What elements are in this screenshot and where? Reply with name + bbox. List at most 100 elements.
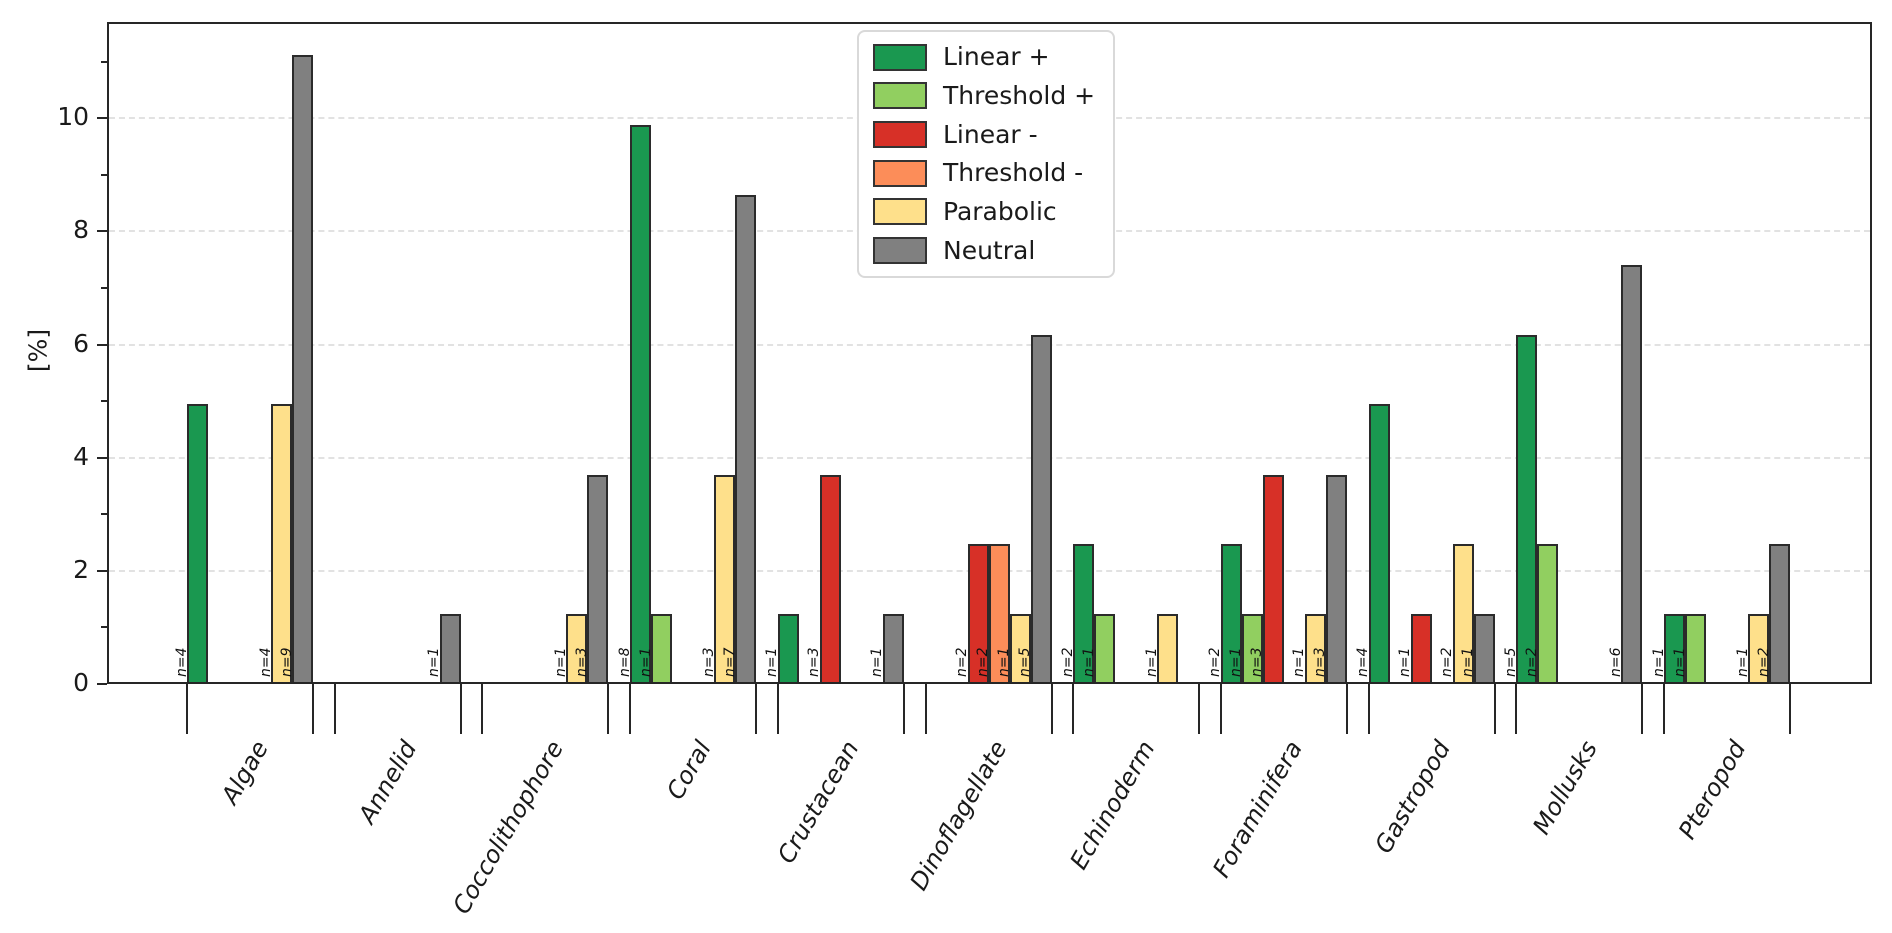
group-tick-left-pteropod	[1663, 684, 1665, 734]
group-tick-left-echinoderm	[1072, 684, 1075, 734]
y-tick-label-6: 6	[73, 328, 89, 358]
y-minor-tick-1	[101, 626, 107, 629]
x-tick-label-coral: Coral	[661, 736, 718, 805]
bar-dinoflagellate-neutral: n=5	[1017, 335, 1052, 684]
legend-label-neutral: Neutral	[943, 235, 1036, 265]
bar-algae-linear-plus: n=4	[174, 404, 208, 684]
bar-count-label: n=2	[1207, 647, 1224, 677]
legend-item-threshold-plus: Threshold +	[873, 80, 1103, 110]
bar-count-label: n=5	[1502, 647, 1519, 677]
legend-label-linear-plus: Linear +	[943, 42, 1050, 72]
legend-swatch-linear-plus	[873, 43, 927, 71]
bar-count-label: n=6	[1607, 647, 1624, 677]
y-tick-label-2: 2	[73, 554, 89, 584]
bar-count-label: n=1	[1397, 647, 1414, 677]
bar-pteropod-neutral: n=2	[1756, 544, 1790, 684]
bar-count-label: n=7	[721, 647, 738, 677]
bar-crustacean-linear-plus: n=1	[764, 614, 799, 684]
bar-coccolithophore-neutral: n=3	[574, 475, 609, 684]
y-minor-tick-11	[101, 60, 107, 63]
x-tick-label-pteropod: Pteropod	[1672, 736, 1752, 844]
group-tick-left-foraminifera	[1219, 684, 1222, 734]
x-tick-label-gastropod: Gastropod	[1369, 736, 1456, 859]
y-tick-label-4: 4	[73, 441, 89, 471]
bar-count-label: n=2	[1523, 647, 1540, 677]
bar-echinoderm-parabolic: n=1	[1144, 614, 1179, 684]
y-major-tick-2	[97, 569, 107, 572]
group-tick-right-gastropod	[1493, 684, 1496, 734]
bar-coral-threshold-plus: n=1	[638, 614, 673, 684]
x-tick-label-echinoderm: Echinoderm	[1064, 736, 1161, 875]
bar-count-label: n=2	[1059, 647, 1076, 677]
group-tick-left-crustacean	[776, 684, 779, 734]
bar-count-label: n=1	[426, 647, 443, 677]
bar-count-label: n=3	[573, 647, 590, 677]
x-tick-label-annelid: Annelid	[352, 736, 422, 829]
bar-count-label: n=1	[1460, 647, 1477, 677]
bar-count-label: n=1	[1671, 647, 1688, 677]
group-tick-right-foraminifera	[1345, 684, 1348, 734]
x-tick-label-coccolithophore: Coccolithophore	[447, 736, 570, 919]
bar-count-label: n=3	[1249, 647, 1266, 677]
legend-swatch-neutral	[873, 237, 927, 265]
x-tick-label-foraminifera: Foraminifera	[1207, 736, 1309, 883]
y-major-tick-6	[97, 343, 107, 346]
y-minor-tick-7	[101, 286, 107, 289]
bar-mollusks-threshold-plus: n=2	[1524, 544, 1559, 684]
y-tick-label-8: 8	[73, 215, 89, 245]
bar-count-label: n=3	[700, 647, 717, 677]
y-minor-tick-9	[101, 173, 107, 176]
bar-crustacean-neutral: n=1	[869, 614, 904, 684]
group-tick-left-dinoflagellate	[924, 684, 927, 734]
x-tick-label-crustacean: Crustacean	[772, 736, 865, 869]
bar-count-label: n=8	[616, 647, 633, 677]
group-tick-right-annelid	[459, 684, 462, 734]
y-minor-tick-3	[101, 513, 107, 516]
bar-count-label: n=1	[552, 647, 569, 677]
group-tick-right-dinoflagellate	[1050, 684, 1053, 734]
bar-coral-linear-plus: n=8	[617, 125, 652, 684]
bar-gastropod-linear-minus: n=1	[1397, 614, 1432, 684]
bar-count-label: n=1	[1080, 647, 1097, 677]
bar-count-label: n=2	[975, 647, 991, 677]
group-tick-right-echinoderm	[1198, 684, 1201, 734]
bar-count-label: n=1	[1143, 647, 1160, 677]
gridline-y-4	[109, 456, 1870, 459]
bar-mollusks-neutral: n=6	[1608, 265, 1643, 684]
group-tick-left-coccolithophore	[481, 684, 484, 734]
group-tick-right-coral	[755, 684, 758, 734]
bar-count-label: n=1	[1650, 647, 1667, 677]
y-major-tick-0	[97, 683, 107, 685]
bar-count-label: n=2	[1439, 647, 1456, 677]
legend-item-linear-plus: Linear +	[873, 43, 1103, 71]
y-tick-label-10: 10	[57, 102, 89, 132]
bar-gastropod-neutral: n=1	[1460, 614, 1495, 684]
bar-coral-neutral: n=7	[722, 195, 757, 684]
bar-count-label: n=3	[1312, 647, 1329, 677]
bar-mollusks-linear-plus: n=5	[1503, 335, 1538, 684]
bar-echinoderm-threshold-plus: n=1	[1081, 614, 1116, 684]
bar-annelid-neutral: n=1	[426, 614, 461, 684]
group-tick-left-mollusks	[1515, 684, 1518, 734]
legend-item-threshold-minus: Threshold -	[873, 159, 1103, 187]
legend-label-threshold-plus: Threshold +	[943, 80, 1096, 110]
bar-count-label: n=4	[257, 647, 274, 677]
bar-count-label: n=1	[1291, 647, 1308, 677]
y-minor-tick-5	[101, 400, 107, 403]
legend: Linear + Threshold + Linear - Threshold - Pa…	[857, 30, 1115, 278]
bar-count-label: n=2	[954, 647, 970, 677]
legend-label-threshold-minus: Threshold -	[943, 158, 1084, 188]
legend-swatch-parabolic	[873, 198, 927, 226]
bar-count-label: n=5	[1017, 647, 1033, 677]
bar-algae-parabolic: n=4	[258, 404, 292, 684]
bar-count-label: n=4	[173, 647, 190, 677]
legend-item-parabolic: Parabolic	[873, 197, 1103, 226]
y-major-tick-4	[97, 456, 107, 459]
bar-gastropod-linear-plus: n=4	[1355, 404, 1390, 684]
legend-label-linear-minus: Linear -	[943, 119, 1038, 149]
y-major-tick-8	[97, 230, 107, 233]
legend-swatch-linear-minus	[873, 121, 927, 149]
legend-item-linear-minus: Linear -	[873, 119, 1103, 149]
bar-crustacean-linear-minus: n=3	[806, 475, 841, 684]
